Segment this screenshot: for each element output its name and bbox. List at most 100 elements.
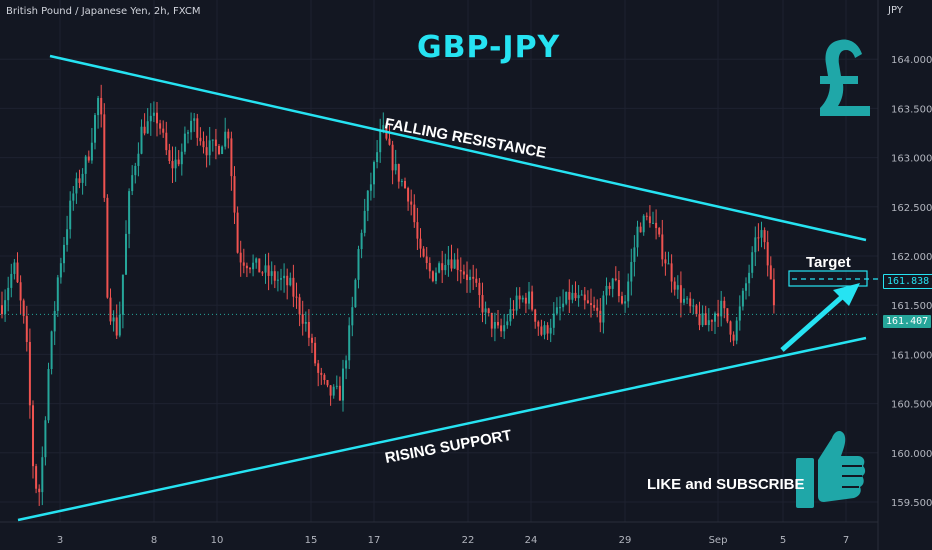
- candle: [481, 282, 484, 323]
- candle: [125, 220, 127, 275]
- candle: [137, 142, 140, 177]
- candle: [382, 112, 385, 134]
- candle: [723, 296, 726, 319]
- y-tick-label: 162.500: [891, 203, 932, 214]
- candle: [459, 257, 462, 284]
- candle: [360, 229, 363, 259]
- candle: [180, 143, 183, 176]
- candle: [326, 379, 329, 388]
- candle: [66, 215, 69, 252]
- candle: [78, 169, 81, 189]
- candle: [493, 312, 496, 342]
- candle: [425, 246, 428, 270]
- candle: [515, 287, 518, 316]
- candle: [171, 146, 174, 183]
- candle: [707, 308, 710, 332]
- candle: [97, 95, 100, 129]
- candle: [100, 84, 103, 128]
- y-tick-label: 164.000: [891, 55, 932, 66]
- candle: [732, 331, 735, 346]
- candle: [416, 207, 419, 251]
- candle: [338, 376, 341, 401]
- candle: [636, 220, 639, 257]
- rising-support-label: RISING SUPPORT: [384, 427, 513, 467]
- candle: [286, 268, 289, 300]
- candle: [751, 246, 754, 279]
- candle: [156, 101, 158, 137]
- candle: [323, 373, 326, 385]
- y-tick-label: 163.500: [891, 104, 932, 115]
- candle: [447, 246, 450, 277]
- candle: [50, 330, 53, 375]
- candle: [574, 281, 577, 301]
- candle: [351, 296, 354, 337]
- like-subscribe-text: LIKE and SUBSCRIBE: [647, 476, 805, 493]
- candle: [168, 143, 171, 164]
- candle: [165, 121, 168, 156]
- candle: [400, 178, 403, 187]
- candle: [103, 103, 106, 202]
- candle: [726, 308, 729, 324]
- candle: [469, 269, 472, 293]
- candle: [568, 279, 571, 314]
- candle: [478, 278, 481, 308]
- x-tick-label: 17: [368, 535, 381, 546]
- candle: [53, 301, 56, 346]
- candle: [472, 264, 475, 290]
- candle: [710, 319, 713, 332]
- candle: [261, 271, 264, 276]
- candle: [47, 362, 50, 424]
- candle: [667, 251, 670, 265]
- candle: [503, 314, 506, 339]
- y-tick-label: 163.000: [891, 154, 932, 165]
- candle: [518, 287, 521, 309]
- candle: [363, 198, 366, 237]
- candle: [642, 214, 645, 236]
- thumbs-up-icon: [796, 431, 866, 508]
- symbol-label: British Pound / Japanese Yen, 2h, FXCM: [6, 6, 201, 17]
- candle: [617, 270, 620, 303]
- candle: [252, 254, 255, 277]
- candle: [388, 124, 391, 146]
- candle: [221, 145, 224, 155]
- candle: [134, 162, 137, 184]
- candle: [227, 128, 230, 149]
- candle: [738, 295, 741, 331]
- x-tick-label: 15: [305, 535, 318, 546]
- candle: [531, 285, 534, 312]
- candle: [230, 131, 233, 191]
- candle: [183, 126, 186, 155]
- candle: [280, 268, 282, 291]
- y-tick-label: 160.000: [891, 449, 932, 460]
- candle: [307, 309, 310, 347]
- candle: [583, 286, 586, 310]
- candle: [233, 166, 236, 225]
- x-tick-label: 5: [780, 535, 786, 546]
- candle: [379, 118, 382, 163]
- candle: [72, 186, 75, 211]
- candle: [627, 273, 630, 308]
- candle: [301, 300, 304, 336]
- candle: [562, 289, 565, 312]
- candle: [453, 253, 456, 270]
- candle: [249, 267, 251, 274]
- candle: [10, 263, 13, 298]
- candle: [506, 314, 509, 329]
- chart-title: GBP-JPY: [417, 30, 561, 65]
- candle: [590, 288, 592, 318]
- candle: [552, 302, 555, 336]
- candle: [41, 446, 44, 506]
- candle: [658, 226, 661, 238]
- y-tick-label: 161.500: [891, 301, 932, 312]
- y-tick-label: 160.500: [891, 400, 932, 411]
- candle: [475, 268, 478, 288]
- candle: [555, 297, 558, 316]
- x-tick-label: 22: [462, 535, 475, 546]
- candle: [214, 128, 217, 160]
- candle: [348, 317, 351, 370]
- candle: [397, 163, 400, 189]
- candle: [264, 253, 267, 284]
- candle: [314, 337, 317, 367]
- candle: [602, 290, 605, 334]
